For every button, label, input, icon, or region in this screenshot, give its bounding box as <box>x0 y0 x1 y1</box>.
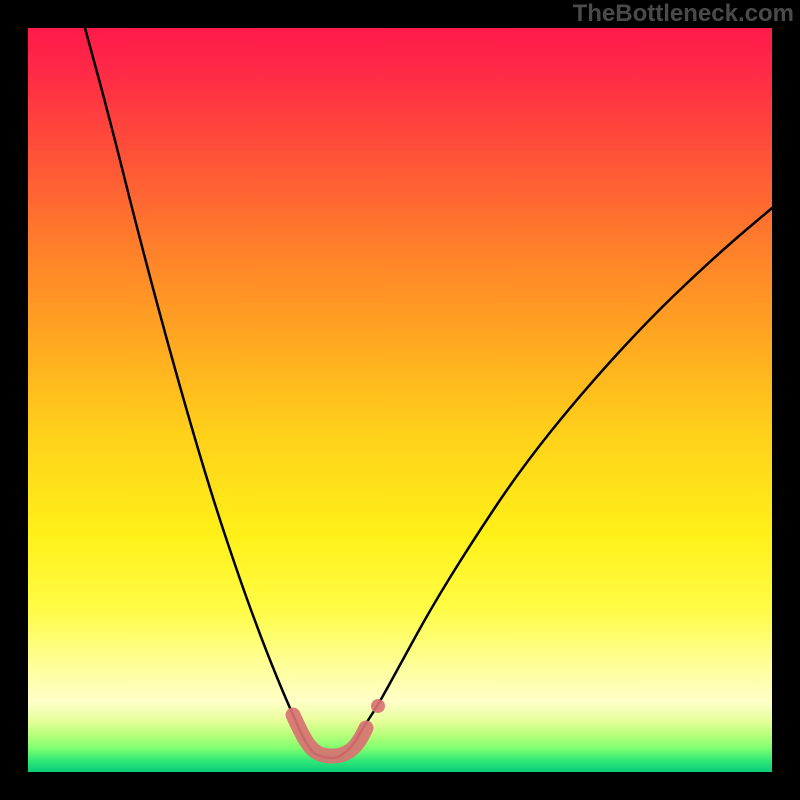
bottleneck-highlight-dot <box>371 699 385 713</box>
chart-canvas: TheBottleneck.com <box>0 0 800 800</box>
watermark-text: TheBottleneck.com <box>573 0 794 28</box>
plot-background <box>28 28 772 772</box>
bottleneck-chart <box>0 0 800 800</box>
